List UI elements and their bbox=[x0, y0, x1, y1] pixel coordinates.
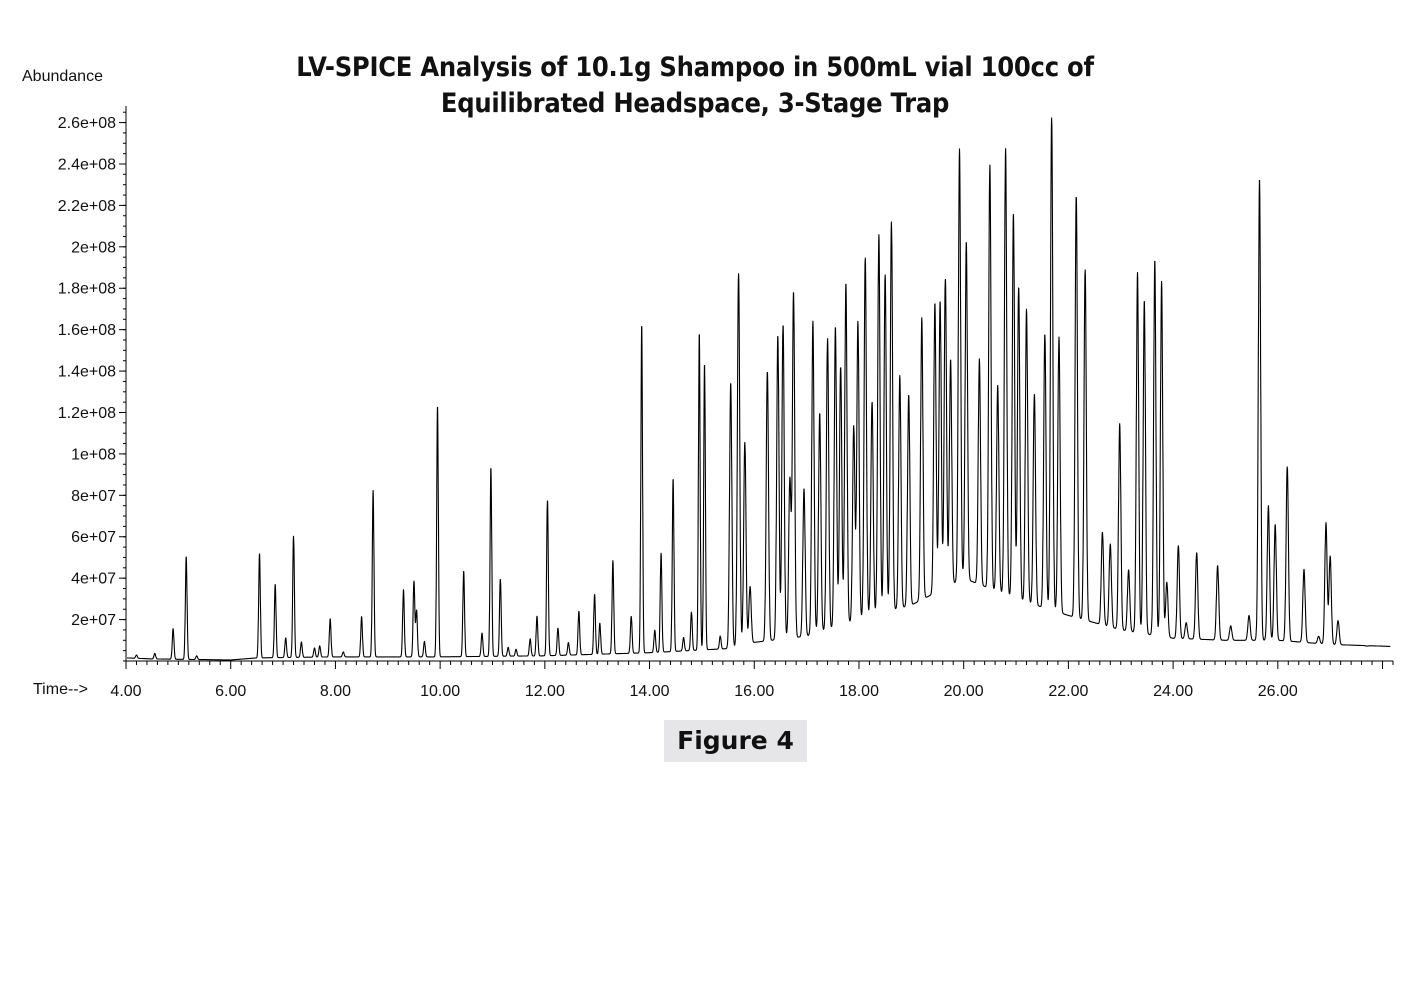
figure-label: Figure 4 bbox=[664, 720, 807, 762]
x-tick-label: 16.00 bbox=[734, 683, 774, 700]
y-tick-label: 2e+07 bbox=[71, 612, 116, 629]
x-tick-label: 12.00 bbox=[525, 683, 565, 700]
x-tick-label: 24.00 bbox=[1153, 683, 1193, 700]
chromatogram-trace bbox=[126, 117, 1391, 661]
axes: 2e+07 4e+07 6e+07 8e+07 1e+08 1.2e+08 1.4e+08 1… bbox=[58, 106, 1394, 700]
y-axis-label: Abundance bbox=[22, 68, 103, 85]
x-tick-label: 22.00 bbox=[1048, 683, 1088, 700]
x-tick-label: 20.00 bbox=[944, 683, 984, 700]
y-tick-label: 2.2e+08 bbox=[58, 198, 116, 215]
y-tick-label: 2.4e+08 bbox=[58, 156, 116, 173]
y-tick-label: 6e+07 bbox=[71, 529, 116, 546]
y-tick-label: 2.6e+08 bbox=[58, 115, 116, 132]
y-tick-label: 1.8e+08 bbox=[58, 281, 116, 298]
x-tick-label: 18.00 bbox=[839, 683, 879, 700]
chart-title-line-1: LV-SPICE Analysis of 10.1g Shampoo in 50… bbox=[296, 52, 1094, 83]
y-tick-label: 2e+08 bbox=[71, 239, 116, 256]
x-tick-label: 8.00 bbox=[320, 683, 351, 700]
x-axis-label: Time--> bbox=[33, 681, 88, 698]
y-tick-label: 1.4e+08 bbox=[58, 364, 116, 381]
y-tick-label: 1e+08 bbox=[71, 446, 116, 463]
x-tick-label: 4.00 bbox=[110, 683, 141, 700]
x-tick-label: 26.00 bbox=[1258, 683, 1298, 700]
y-tick-label: 1.2e+08 bbox=[58, 405, 116, 422]
chart-title-line-2: Equilibrated Headspace, 3-Stage Trap bbox=[440, 88, 950, 119]
x-tick-label: 14.00 bbox=[630, 683, 670, 700]
chromatogram-chart: 2e+07 4e+07 6e+07 8e+07 1e+08 1.2e+08 1.4e+08 1… bbox=[58, 106, 1394, 700]
chart-title: LV-SPICE Analysis of 10.1g Shampoo in 50… bbox=[295, 50, 1096, 122]
y-tick-label: 8e+07 bbox=[71, 488, 116, 505]
y-tick-label: 1.6e+08 bbox=[58, 322, 116, 339]
x-tick-label: 10.00 bbox=[420, 683, 460, 700]
y-tick-label: 4e+07 bbox=[71, 571, 116, 588]
x-tick-label: 6.00 bbox=[215, 683, 246, 700]
